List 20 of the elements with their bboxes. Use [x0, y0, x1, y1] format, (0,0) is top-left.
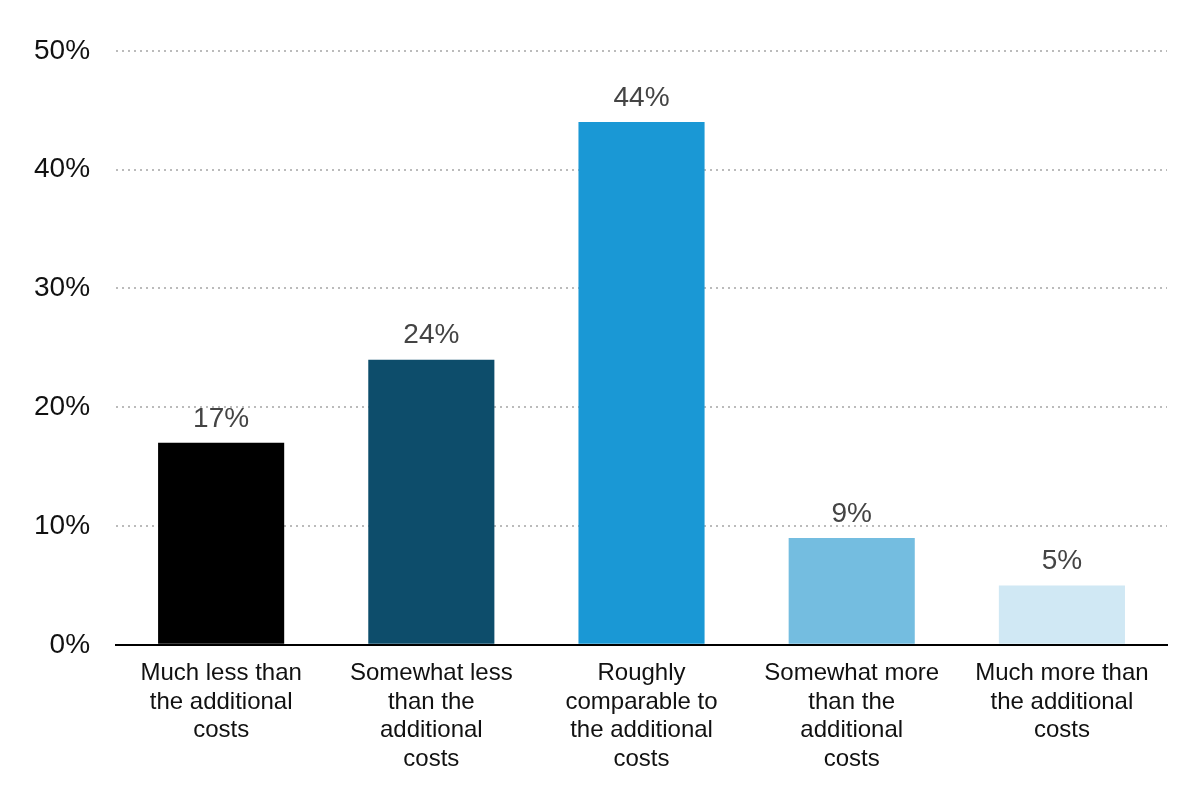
- y-tick-label: 50%: [33, 33, 91, 65]
- x-tick-label: Much less than the additional costs: [140, 657, 302, 743]
- y-tick-label: 30%: [33, 271, 91, 303]
- data-label: 5%: [1041, 544, 1083, 576]
- y-tick-label: 0%: [49, 627, 91, 659]
- bar: [368, 359, 495, 644]
- data-label: 17%: [193, 401, 250, 433]
- bar: [998, 585, 1125, 644]
- x-tick-label: Much more than the additional costs: [975, 657, 1149, 743]
- y-tick-label: 40%: [33, 152, 91, 184]
- y-tick-label: 20%: [33, 389, 91, 421]
- bar: [578, 122, 705, 644]
- x-tick-label: Somewhat more than the additional costs: [764, 657, 940, 772]
- data-label: 44%: [613, 80, 670, 112]
- bar: [788, 537, 915, 644]
- data-label: 9%: [831, 496, 872, 528]
- y-tick-label: 10%: [33, 508, 91, 540]
- x-tick-label: Roughly comparable to the additional costs: [565, 657, 718, 772]
- x-tick-label: Somewhat less than the additional costs: [349, 657, 513, 772]
- data-label: 24%: [403, 318, 460, 350]
